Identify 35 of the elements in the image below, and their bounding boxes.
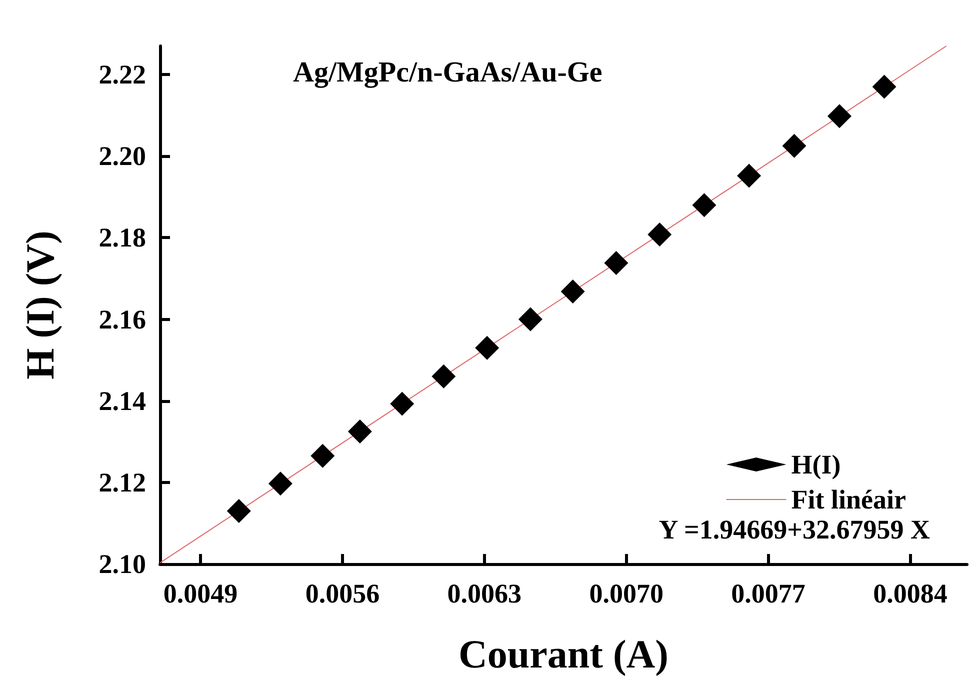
- point: [348, 419, 372, 444]
- point: [268, 472, 292, 496]
- point: [737, 164, 762, 188]
- x-tick-label: 0.0077: [731, 578, 806, 608]
- y-tick-label: 2.16: [98, 304, 146, 334]
- x-tick-label: 0.0070: [589, 578, 664, 608]
- point: [226, 498, 251, 523]
- y-tick-label: 2.18: [98, 222, 146, 253]
- legend-label: Fit linéair: [791, 484, 906, 514]
- point: [872, 74, 896, 99]
- point: [604, 250, 628, 275]
- point: [432, 364, 456, 388]
- x-tick-label: 0.0056: [305, 578, 380, 608]
- point: [390, 392, 414, 416]
- point: [518, 307, 542, 332]
- x-tick-label: 0.0063: [447, 578, 522, 608]
- chart-title: Ag/MgPc/n-GaAs/Au-Ge: [293, 56, 602, 88]
- y-axis-title: H (I) (V): [18, 230, 62, 380]
- point: [475, 336, 500, 360]
- x-tick-label: 0.0084: [873, 578, 948, 608]
- y-tick-label: 2.10: [98, 549, 146, 579]
- y-tick-label: 2.20: [98, 141, 146, 172]
- point: [648, 222, 672, 246]
- legend-label: H(I): [791, 450, 841, 480]
- y-tick-label: 2.12: [98, 467, 146, 498]
- y-tick-label: 2.14: [98, 386, 146, 416]
- x-axis-title: Courant (A): [458, 632, 668, 676]
- point: [782, 134, 806, 158]
- y-tick-label: 2.22: [98, 60, 146, 90]
- point: [560, 280, 585, 304]
- point: [827, 104, 852, 128]
- point: [692, 193, 716, 218]
- x-tick-label: 0.0049: [163, 578, 238, 608]
- annotation: Y =1.94669+32.67959 X: [658, 514, 930, 544]
- point: [310, 444, 335, 468]
